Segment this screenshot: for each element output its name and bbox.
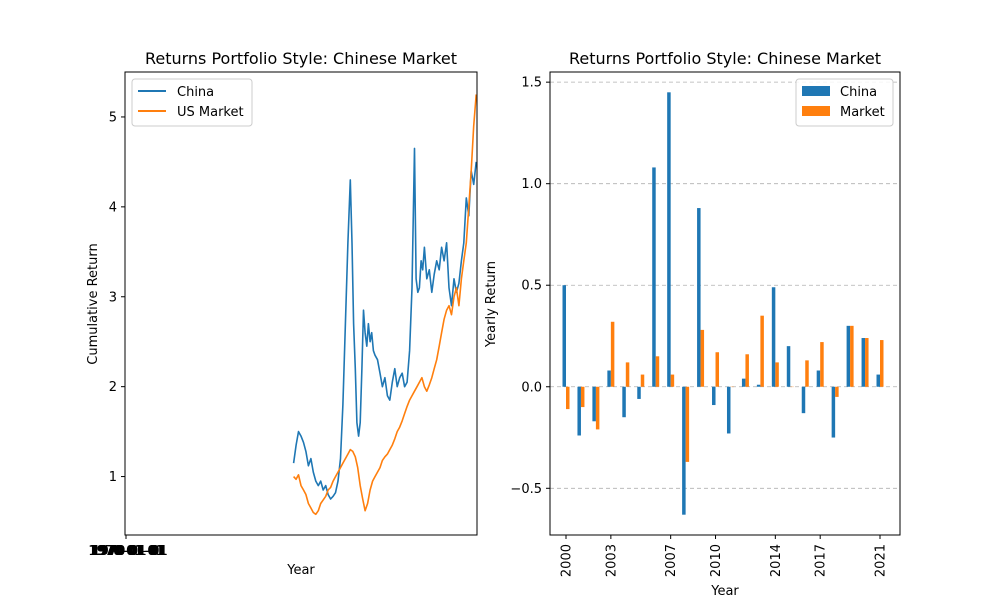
bar-china-2000 [562,285,566,387]
x-tick-label: 2003 [604,544,619,577]
right-y-axis-label: Yearly Return [484,261,499,348]
right-plot-frame [549,71,901,536]
x-tick-label: 2010 [709,544,724,577]
series-line-china [292,147,477,500]
right-x-axis-label: Year [710,584,739,599]
bar-china-2007 [667,92,671,387]
bar-china-2003 [607,370,611,387]
y-tick-label: 1.5 [521,76,542,91]
bar-market-2006 [655,356,660,387]
yearly-return-panel: Returns Portfolio Style: Chinese Market … [484,49,901,599]
bar-china-2010 [712,386,716,406]
legend-label-china: China [177,85,214,100]
bar-market-2021 [880,340,884,387]
y-tick-label: 5 [109,110,117,125]
bar-china-2008 [682,386,686,515]
x-tick-label: 2017 [814,544,829,577]
bar-market-2016 [805,360,809,387]
left-legend: China US Market [131,78,253,127]
bar-market-2020 [865,338,869,387]
bar-china-2019 [846,325,851,387]
y-tick-label: −0.5 [510,482,542,497]
bar-china-2006 [652,167,656,387]
bar-market-2017 [820,342,824,387]
x-tick-label: 2007 [664,544,679,577]
bar-market-2005 [640,374,645,387]
right-x-ticks: 2000 2003 2007 2010 2014 2017 2021 [560,535,889,577]
bar-market-2002 [595,386,600,430]
legend-swatch-china-bar [802,86,830,96]
x-tick-label: 1970-01-01 [89,544,165,559]
left-x-ticks: 1970-01-011970-01-011970-01-011970-01-01… [88,535,168,559]
left-y-axis-label: Cumulative Return [86,243,101,364]
y-tick-label: 0.0 [521,380,542,395]
legend-label-us-market: US Market [177,105,244,120]
left-series-lines [292,94,477,516]
y-tick-label: 4 [109,200,117,215]
x-tick-label: 1970-01-01 [89,544,165,559]
bar-china-2005 [637,386,641,399]
bar-market-2001 [580,386,585,408]
y-tick-label: 3 [109,290,117,305]
bar-china-2012 [741,378,746,387]
bar-china-2009 [697,208,701,387]
bar-market-2018 [835,386,839,397]
bar-market-2004 [625,362,630,387]
bar-market-2019 [850,325,854,387]
x-tick-label: 1970-01-01 [92,544,168,559]
bar-china-2011 [726,386,731,434]
legend-label-china-bar: China [840,85,877,100]
y-tick-label: 0.5 [521,279,542,294]
bar-china-2001 [577,386,581,436]
bar-market-2008 [685,386,690,462]
legend-swatch-market-bar [802,106,830,116]
x-tick-label: 1970-01-01 [91,544,167,559]
bar-market-2012 [745,354,749,387]
y-tick-label: 1 [109,470,117,485]
bar-market-2014 [775,362,779,387]
bar-china-2018 [831,386,836,438]
bar-china-2002 [592,386,596,422]
left-x-axis-label: Year [286,563,315,578]
y-tick-label: 1.0 [521,177,542,192]
bar-market-2000 [566,386,570,410]
right-legend: China Market [795,78,894,127]
bar-market-2003 [610,321,615,387]
bar-china-2004 [622,386,626,418]
right-y-ticks: −0.5 0.0 0.5 1.0 1.5 [510,76,550,497]
y-tick-label: 2 [109,380,117,395]
x-tick-label: 2000 [560,544,575,577]
cumulative-return-panel: Returns Portfolio Style: Chinese Market … [86,49,478,578]
right-bars [562,92,884,515]
bar-china-2016 [801,386,806,414]
bar-china-2015 [786,346,791,387]
right-chart-title: Returns Portfolio Style: Chinese Market [569,49,881,68]
bar-market-2013 [760,315,764,387]
bar-china-2017 [816,370,821,387]
bar-china-2013 [756,384,761,387]
bar-china-2014 [771,287,776,387]
x-tick-label: 1970-01-01 [90,544,166,559]
x-tick-label: 1970-01-01 [91,544,167,559]
bar-market-2010 [715,352,720,387]
bar-china-2021 [876,374,880,387]
left-plot-frame [124,71,478,536]
x-tick-label: 2021 [874,544,889,577]
bar-market-2009 [700,329,705,387]
legend-label-market-bar: Market [840,105,885,120]
bar-china-2020 [861,338,866,387]
series-line-us-market [293,94,477,516]
left-y-ticks: 1 2 3 4 5 [109,110,125,485]
left-chart-title: Returns Portfolio Style: Chinese Market [145,49,457,68]
bar-market-2007 [670,374,675,387]
x-tick-label: 1970-01-01 [92,544,168,559]
x-tick-label: 1970-01-01 [88,544,164,559]
x-tick-label: 2014 [769,544,784,577]
